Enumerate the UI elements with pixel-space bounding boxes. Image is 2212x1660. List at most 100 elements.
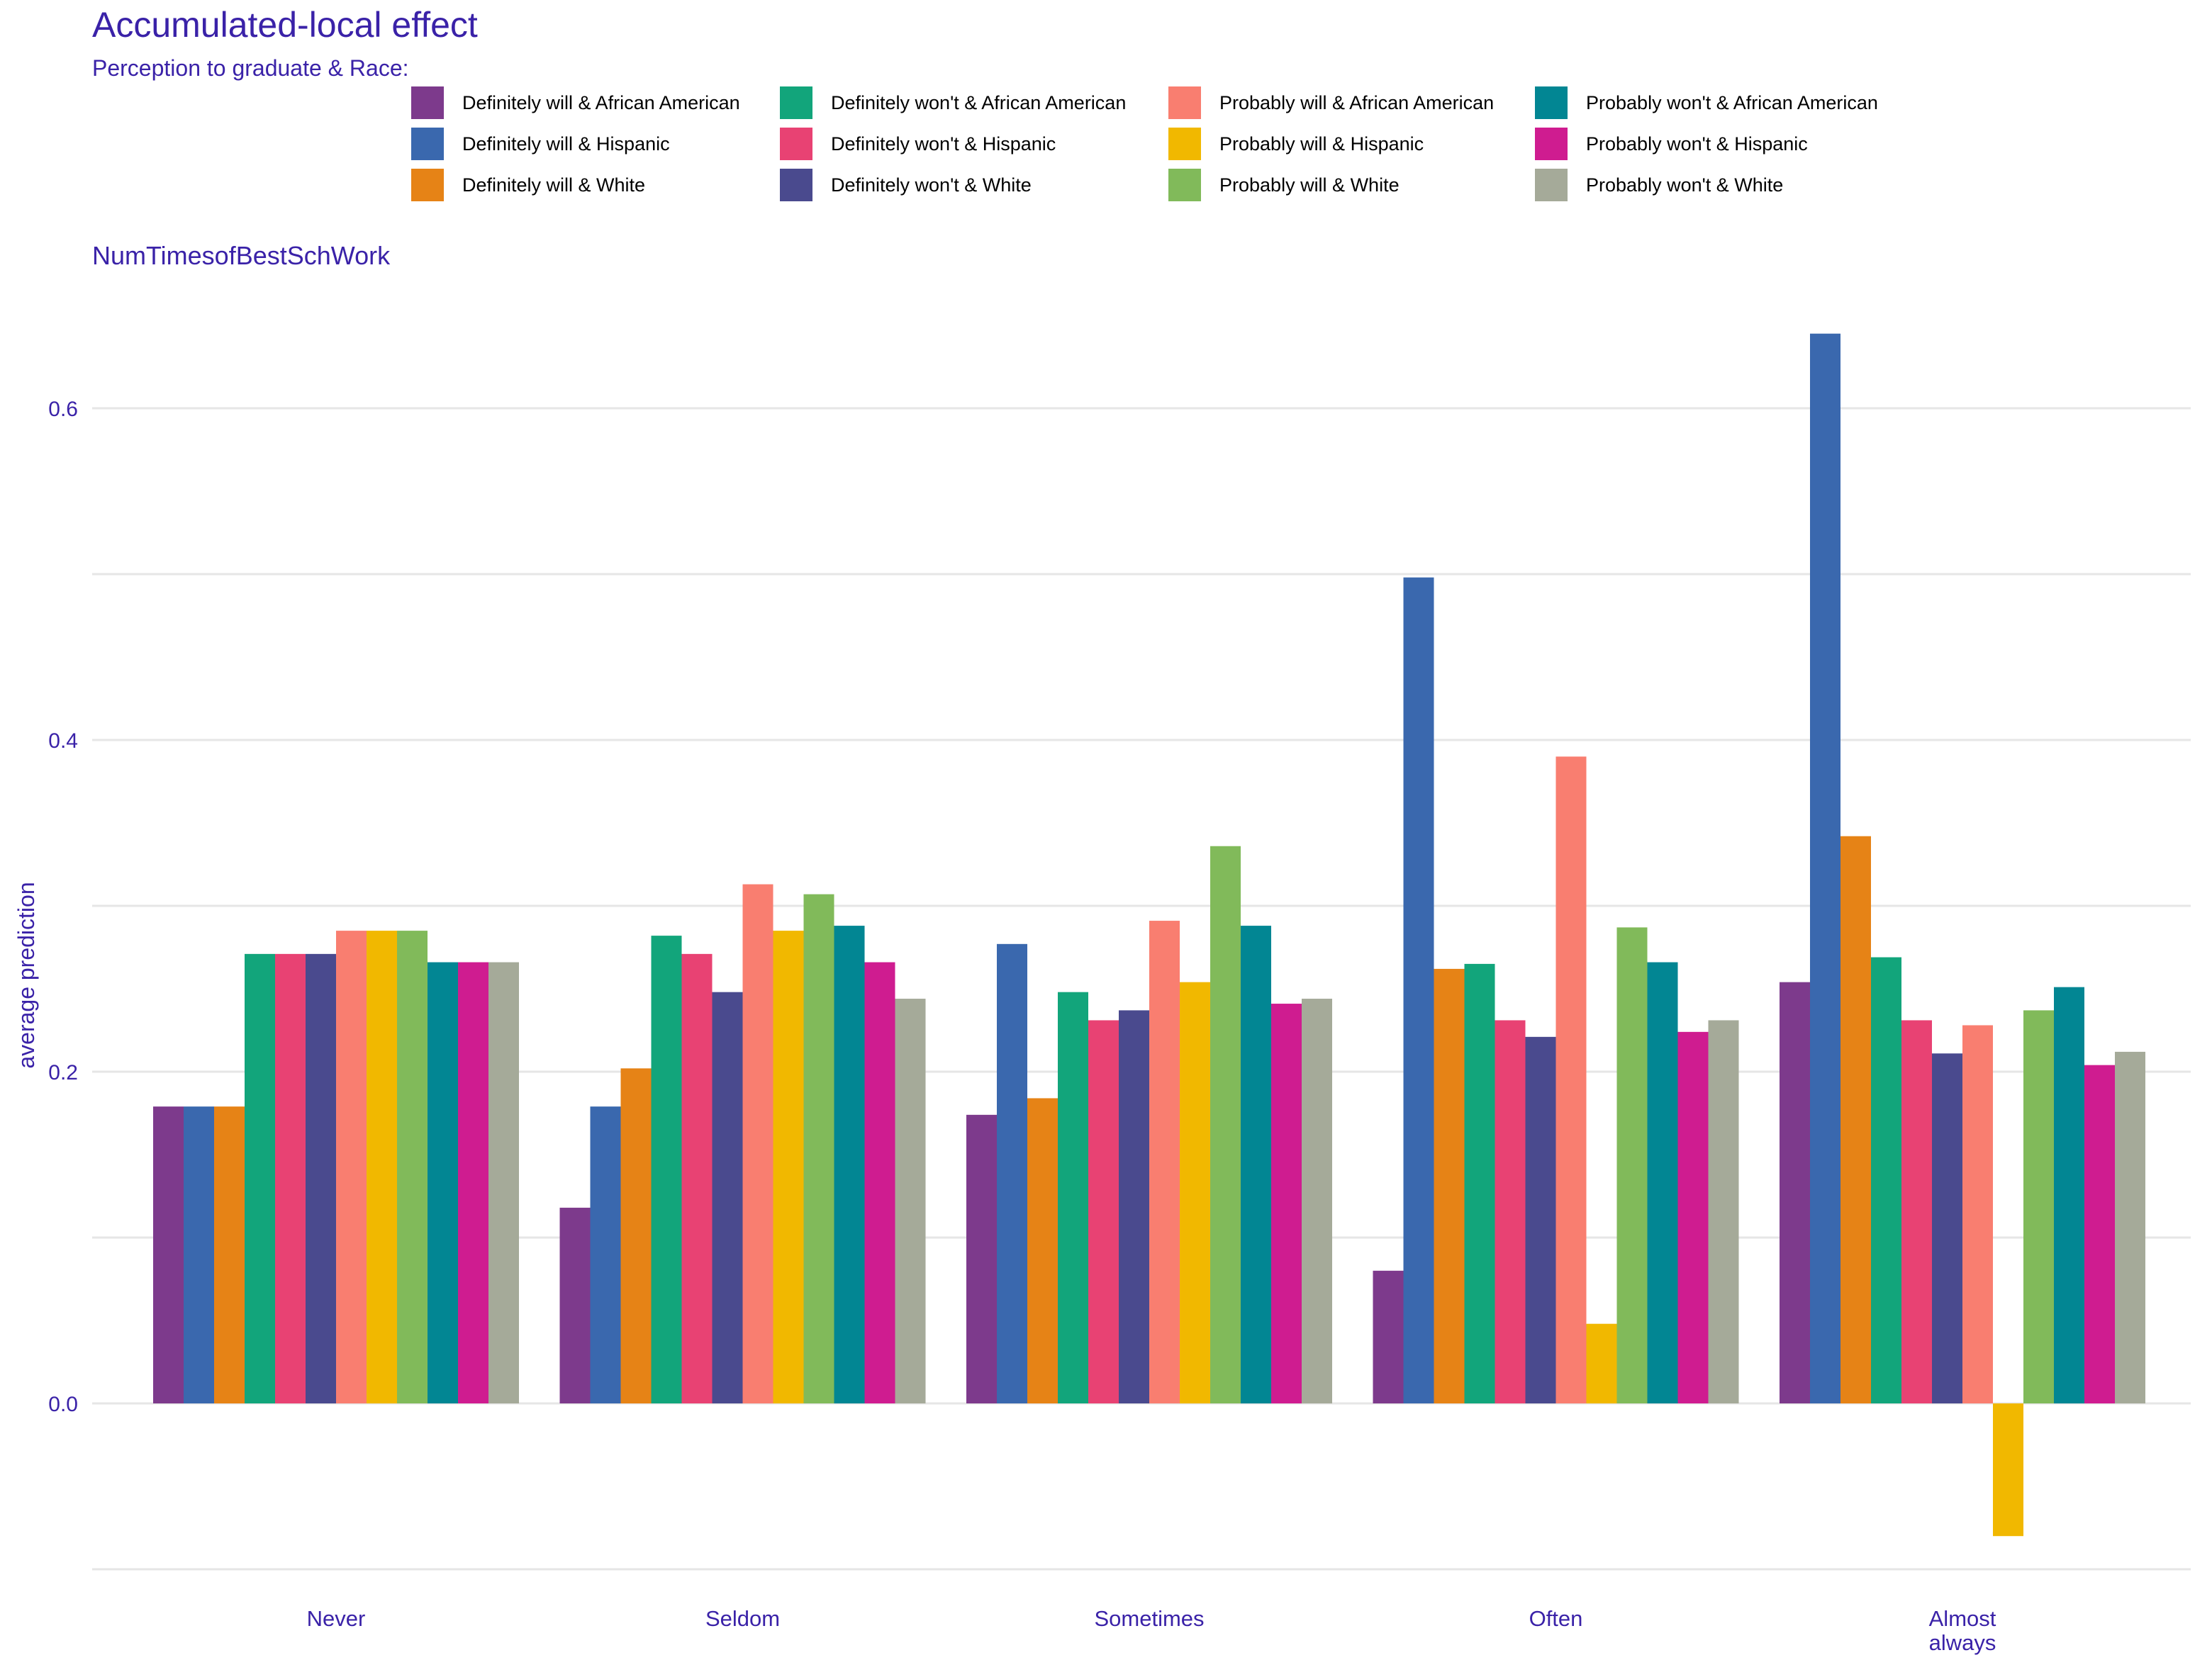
legend-swatch	[1535, 86, 1568, 119]
bar	[651, 936, 682, 1403]
bars	[153, 333, 2145, 1537]
bar	[184, 1106, 214, 1403]
bar	[336, 931, 367, 1403]
legend-swatch	[1168, 128, 1201, 160]
legend: Definitely will & African American Defini…	[411, 85, 2212, 206]
bar	[559, 1207, 591, 1403]
legend-item: Probably will & Hispanic	[1168, 126, 1424, 162]
x-tick-label: Often	[1529, 1606, 1583, 1631]
legend-swatch	[411, 128, 444, 160]
legend-label: Probably won't & African American	[1586, 91, 1878, 113]
legend-swatch	[780, 169, 812, 201]
legend-label: Definitely will & African American	[462, 91, 740, 113]
bar	[712, 992, 743, 1403]
bar	[834, 926, 865, 1403]
legend-label: Definitely won't & African American	[831, 91, 1127, 113]
bar	[245, 953, 275, 1403]
legend-item: Probably won't & Hispanic	[1535, 126, 1808, 162]
bar	[1271, 1004, 1302, 1403]
y-axis-ticks: 0.0 0.2 0.4 0.6	[48, 398, 78, 1416]
bar	[1616, 927, 1648, 1403]
legend-label: Definitely will & Hispanic	[462, 133, 670, 155]
x-tick-label: Never	[307, 1606, 366, 1631]
legend-item: Definitely will & White	[411, 167, 645, 203]
bar	[620, 1068, 652, 1403]
x-axis-ticks: Never Seldom Sometimes Often Almost always	[307, 1606, 1996, 1655]
bar	[1677, 1031, 1709, 1403]
bar	[1088, 1020, 1119, 1403]
legend-label: Definitely won't & White	[831, 174, 1032, 196]
legend-title: Perception to graduate & Race:	[92, 55, 409, 81]
legend-swatch	[1535, 169, 1568, 201]
bar	[1555, 756, 1587, 1403]
legend-item: Probably won't & African American	[1535, 85, 1878, 120]
x-tick-label: Sometimes	[1094, 1606, 1204, 1631]
y-tick-label: 0.0	[48, 1393, 78, 1416]
bar	[1373, 1270, 1404, 1403]
bar	[1810, 333, 1840, 1404]
bar	[1302, 999, 1332, 1403]
legend-swatch	[1168, 169, 1201, 201]
legend-swatch	[411, 169, 444, 201]
bar	[1434, 968, 1465, 1403]
legend-item: Definitely won't & White	[780, 167, 1032, 203]
bar	[428, 962, 458, 1403]
bar	[1993, 1403, 2023, 1537]
bar	[1058, 992, 1088, 1403]
legend-item: Probably will & African American	[1168, 85, 1494, 120]
bar	[997, 943, 1027, 1403]
legend-label: Definitely won't & Hispanic	[831, 133, 1056, 155]
bar	[742, 884, 773, 1403]
legend-label: Probably will & African American	[1219, 91, 1495, 113]
bar	[1840, 836, 1871, 1403]
bar	[306, 953, 336, 1403]
bar	[1780, 982, 1810, 1403]
bar	[1180, 982, 1210, 1403]
x-tick-label: Seldom	[705, 1606, 780, 1631]
legend-item: Definitely will & African American	[411, 85, 740, 120]
legend-item: Probably won't & White	[1535, 167, 1783, 203]
bar	[397, 931, 428, 1403]
bar	[864, 962, 895, 1403]
bar	[2084, 1065, 2115, 1403]
y-tick-label: 0.4	[48, 729, 78, 753]
legend-swatch	[780, 128, 812, 160]
y-tick-label: 0.6	[48, 398, 78, 421]
legend-swatch	[411, 86, 444, 119]
bar	[1464, 963, 1495, 1403]
legend-item: Definitely won't & Hispanic	[780, 126, 1056, 162]
y-axis-label: average prediction	[13, 882, 39, 1068]
bar	[1525, 1036, 1556, 1403]
bar	[1403, 577, 1434, 1404]
bar	[1871, 957, 1901, 1403]
legend-item: Definitely will & Hispanic	[411, 126, 670, 162]
bar	[1119, 1010, 1149, 1403]
bar	[1962, 1025, 1993, 1403]
bar	[1708, 1020, 1739, 1403]
bar	[1027, 1098, 1058, 1403]
legend-label: Probably won't & Hispanic	[1586, 133, 1808, 155]
legend-label: Definitely will & White	[462, 174, 646, 196]
bar	[1901, 1020, 1932, 1403]
bar	[1210, 846, 1241, 1403]
bar	[1495, 1020, 1526, 1403]
bar	[153, 1106, 184, 1403]
bar	[367, 931, 397, 1403]
legend-swatch	[780, 86, 812, 119]
bar	[681, 953, 713, 1403]
bar	[458, 962, 488, 1403]
bar	[895, 999, 926, 1403]
bar	[2115, 1051, 2145, 1403]
legend-item: Definitely won't & African American	[780, 85, 1126, 120]
bar	[488, 962, 519, 1403]
chart-subtitle: NumTimesofBestSchWork	[92, 241, 391, 270]
bar	[275, 953, 306, 1403]
bar	[773, 931, 804, 1403]
legend-item: Probably will & White	[1168, 167, 1400, 203]
legend-swatch	[1535, 128, 1568, 160]
bar	[803, 894, 834, 1403]
bar	[1586, 1323, 1617, 1403]
bar	[590, 1106, 621, 1403]
bar	[2023, 1010, 2054, 1403]
